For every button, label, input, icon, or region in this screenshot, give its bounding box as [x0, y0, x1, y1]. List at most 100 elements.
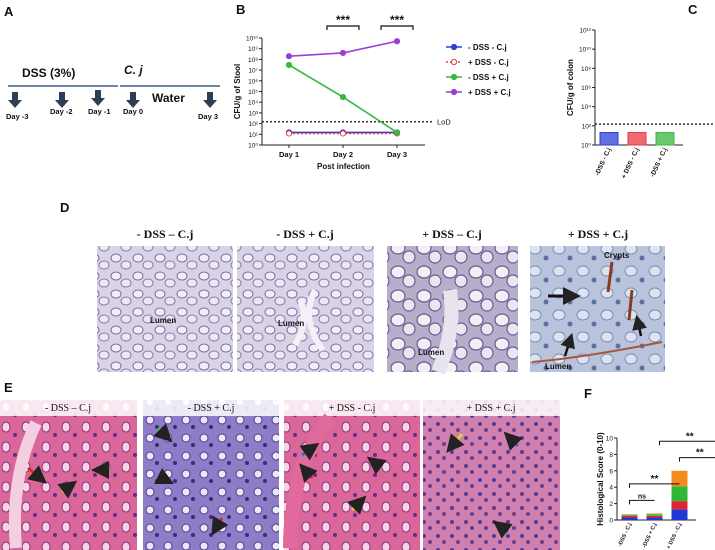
day-label: Day -3	[6, 112, 29, 121]
arrow	[632, 314, 647, 337]
y-tick-label: 0	[609, 518, 613, 525]
arrow	[57, 480, 78, 499]
arrow	[153, 423, 173, 443]
y-tick-label: 10⁰	[248, 143, 258, 150]
bar-segment	[646, 517, 663, 520]
image-title: - DSS – C.j	[137, 227, 194, 241]
bar-segment	[646, 513, 663, 515]
panel-label: F	[584, 386, 592, 401]
title-band	[423, 400, 560, 416]
y-tick-label: 10⁸	[248, 57, 258, 64]
y-tick-label: 10¹²	[579, 28, 591, 35]
treatment-label: DSS (3%)	[22, 66, 75, 80]
y-tick-label: 10⁶	[581, 85, 591, 92]
significance-label: ns	[638, 493, 646, 500]
significance-bracket	[679, 457, 715, 462]
y-tick-label: 10⁰	[581, 143, 591, 150]
tissue-detail	[531, 341, 663, 363]
significance-bracket	[629, 499, 655, 505]
y-tick-label: 10⁷	[248, 68, 258, 75]
arrow	[153, 467, 175, 485]
title-band	[0, 400, 137, 416]
y-tick-label: 10¹⁰	[579, 47, 591, 54]
y-tick-label: 10²	[249, 121, 259, 128]
y-tick-label: 10⁶	[248, 78, 258, 85]
significance-label: **	[651, 474, 659, 485]
image-title: + DSS - C.j	[329, 403, 376, 414]
legend-label: - DSS - C.j	[468, 43, 507, 52]
x-tick-label: + DSS - C.j	[666, 522, 683, 550]
image-title: + DSS + C.j	[466, 403, 515, 414]
significance-label: ***	[390, 13, 404, 27]
panel-label: C	[688, 2, 698, 17]
bar	[655, 132, 675, 146]
y-tick-label: 10¹⁰	[246, 36, 258, 43]
tissue-detail	[292, 288, 326, 352]
arrows	[8, 90, 217, 108]
reference-label: LoD	[437, 118, 451, 127]
arrow	[299, 463, 318, 483]
image-title: - DSS + C.j	[188, 403, 235, 414]
legend-label: + DSS + C.j	[468, 88, 511, 97]
image-title: + DSS + C.j	[568, 227, 628, 241]
y-axis-title: CFU/g of Stool	[233, 64, 242, 120]
legend-marker	[450, 58, 458, 66]
day-label: Day -1	[88, 107, 111, 116]
arrow	[560, 332, 575, 357]
y-tick-label: 2	[609, 501, 613, 508]
panel-label: D	[60, 200, 69, 215]
data-point	[339, 49, 347, 57]
bar-segment	[646, 515, 663, 518]
micrograph	[530, 246, 665, 372]
y-axis-title: CFU/g of colon	[566, 59, 575, 116]
x-tick-label: + DSS - C.j	[620, 147, 640, 180]
significance-label: **	[686, 431, 694, 442]
data-point	[285, 53, 293, 60]
bar-segment	[671, 486, 688, 502]
title-band	[284, 400, 420, 416]
micrograph	[143, 400, 279, 550]
arrow	[211, 515, 229, 536]
bar-segment	[671, 501, 688, 510]
x-axis-title: Post infection	[317, 162, 370, 171]
data-point	[393, 129, 401, 136]
histology-d: - DSS – C.j - DSS + C.j + DSS – C.j + DS…	[97, 227, 665, 375]
chart: 10⁰ 10¹ 10² 10³ 10⁴ 10⁵ 10⁶ 10⁷ 10⁸ 10⁹ 10¹⁰ CFU/g …	[233, 13, 511, 171]
bar	[627, 132, 647, 146]
data-point	[339, 130, 347, 137]
x-tick-label: Day 3	[387, 150, 407, 159]
x-tick-label: -DSS - C.j	[617, 522, 633, 548]
bar-segment	[671, 509, 688, 520]
arrow	[27, 465, 47, 484]
day-label: Day -2	[50, 107, 73, 116]
micrograph	[423, 400, 560, 550]
legend-marker	[450, 73, 458, 81]
data-point	[339, 93, 347, 101]
panel-label: B	[236, 2, 245, 17]
significance-bracket	[326, 25, 360, 30]
y-tick-label: 6	[609, 468, 613, 475]
x-tick-label: Day 2	[333, 150, 353, 159]
y-tick-label: 8	[609, 452, 613, 459]
y-axis-title: Histological Score (0-10)	[596, 432, 605, 526]
image-title: - DSS – C.j	[45, 403, 91, 414]
y-tick-label: 10⁸	[581, 66, 591, 73]
y-tick-label: 10⁵	[248, 89, 258, 96]
bar-segment	[621, 515, 638, 516]
y-tick-label: 10⁴	[581, 104, 591, 111]
water-label: Water	[152, 91, 185, 105]
y-tick-label: 10²	[582, 123, 592, 130]
significance-bracket	[659, 440, 715, 446]
chart: 10⁰ 10² 10⁴ 10⁶ 10⁸ 10¹⁰ 10¹² CFU/g of colon -DS…	[566, 28, 715, 180]
tissue-detail	[431, 288, 459, 375]
bar-segment	[621, 514, 638, 516]
significance-bracket	[629, 483, 680, 488]
y-tick-label: 10⁹	[248, 46, 258, 53]
arrow	[299, 442, 320, 461]
x-tick-label: -DSS + C.j	[649, 147, 669, 178]
legend-marker	[450, 88, 458, 96]
data-point	[285, 61, 293, 69]
bar-segment	[621, 515, 638, 518]
data-point	[285, 130, 293, 137]
tissue-detail	[8, 420, 42, 549]
